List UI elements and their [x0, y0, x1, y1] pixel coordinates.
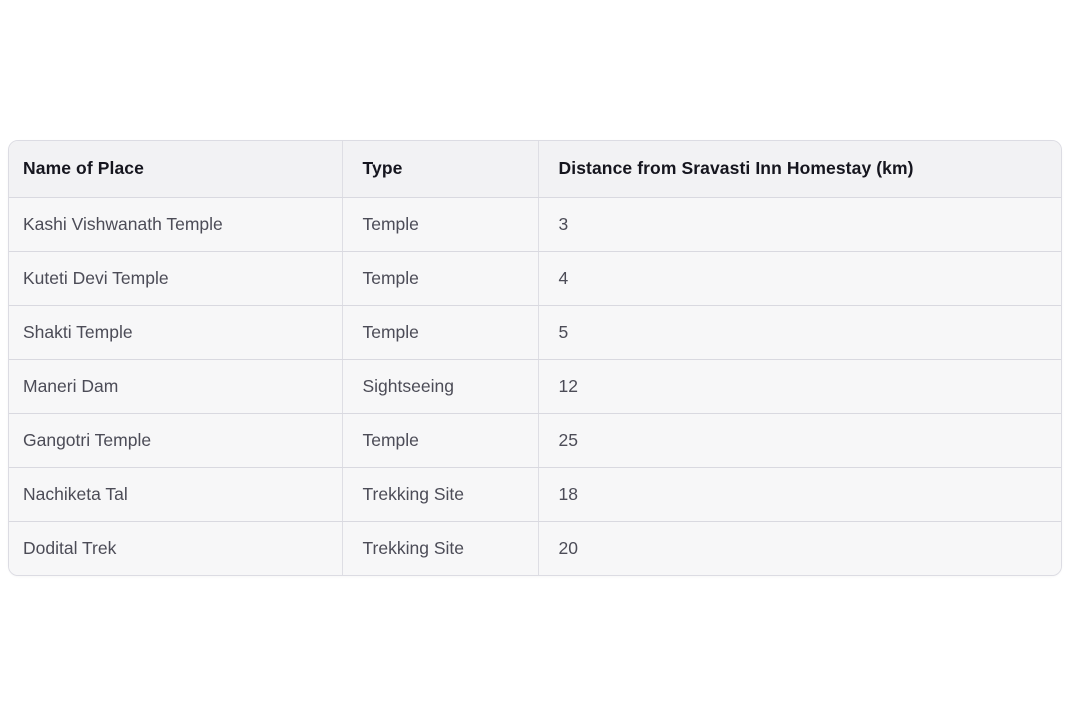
cell-distance: 25 [538, 413, 1061, 468]
column-header-distance: Distance from Sravasti Inn Homestay (km) [538, 141, 1061, 198]
cell-distance: 3 [538, 197, 1061, 252]
cell-distance: 18 [538, 467, 1061, 522]
cell-place-name: Dodital Trek [9, 521, 343, 575]
cell-distance: 20 [538, 521, 1061, 575]
cell-type: Temple [342, 251, 539, 306]
cell-type: Temple [342, 197, 539, 252]
table-row: Nachiketa Tal Trekking Site 18 [9, 467, 1061, 522]
table-row: Kashi Vishwanath Temple Temple 3 [9, 197, 1061, 252]
column-header-type: Type [342, 141, 539, 198]
cell-place-name: Shakti Temple [9, 305, 343, 360]
cell-place-name: Kuteti Devi Temple [9, 251, 343, 306]
cell-type: Temple [342, 413, 539, 468]
cell-distance: 4 [538, 251, 1061, 306]
cell-place-name: Gangotri Temple [9, 413, 343, 468]
cell-type: Sightseeing [342, 359, 539, 414]
table-row: Shakti Temple Temple 5 [9, 305, 1061, 360]
cell-place-name: Kashi Vishwanath Temple [9, 197, 343, 252]
attractions-table: Name of Place Type Distance from Sravast… [8, 140, 1062, 576]
column-header-place-name: Name of Place [9, 141, 343, 198]
cell-type: Trekking Site [342, 467, 539, 522]
table-row: Maneri Dam Sightseeing 12 [9, 359, 1061, 414]
cell-type: Temple [342, 305, 539, 360]
table-row: Dodital Trek Trekking Site 20 [9, 521, 1061, 575]
cell-place-name: Nachiketa Tal [9, 467, 343, 522]
cell-type: Trekking Site [342, 521, 539, 575]
cell-distance: 12 [538, 359, 1061, 414]
table-row: Kuteti Devi Temple Temple 4 [9, 251, 1061, 306]
table-row: Gangotri Temple Temple 25 [9, 413, 1061, 468]
table-header-row: Name of Place Type Distance from Sravast… [9, 141, 1061, 198]
cell-distance: 5 [538, 305, 1061, 360]
cell-place-name: Maneri Dam [9, 359, 343, 414]
places-table: Name of Place Type Distance from Sravast… [9, 141, 1061, 575]
